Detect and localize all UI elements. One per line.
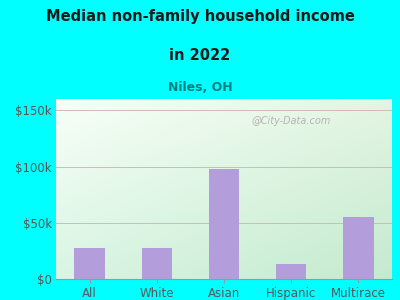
Bar (74, 248, 105, 279)
Text: Niles, OH: Niles, OH (168, 81, 232, 94)
Bar (276, 264, 306, 279)
Bar (343, 217, 374, 279)
Bar (209, 169, 239, 279)
Text: Median non-family household income: Median non-family household income (46, 9, 354, 24)
Bar (142, 248, 172, 279)
Text: in 2022: in 2022 (169, 48, 231, 63)
Text: @City-Data.com: @City-Data.com (252, 116, 331, 126)
